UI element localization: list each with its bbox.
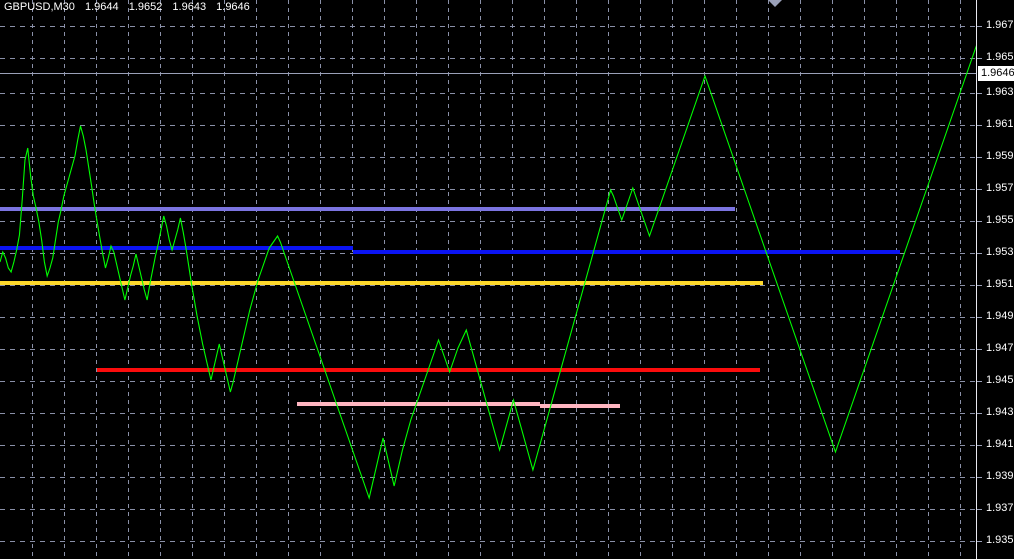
- blue-resistance-right[interactable]: [353, 250, 900, 254]
- price-axis-label: 1.9375: [986, 502, 1014, 514]
- ohlc-high: 1.9652: [128, 1, 163, 13]
- current-price-line: [0, 73, 977, 74]
- price-axis-label: 1.9635: [986, 86, 1014, 98]
- price-axis-tick: [977, 413, 982, 414]
- price-axis-label: 1.9615: [986, 118, 1014, 130]
- price-axis-tick: [977, 125, 982, 126]
- price-axis-tick: [977, 58, 982, 59]
- price-axis-tick: [977, 157, 982, 158]
- chart-plot-area[interactable]: [0, 0, 977, 559]
- price-axis-label: 1.9415: [986, 438, 1014, 450]
- price-axis-label: 1.9595: [986, 150, 1014, 162]
- price-axis-label: 1.9675: [986, 19, 1014, 31]
- price-axis-tick: [977, 93, 982, 94]
- current-price-badge: 1.9646: [978, 66, 1014, 81]
- price-axis-tick: [977, 349, 982, 350]
- price-axis-label: 1.9555: [986, 214, 1014, 226]
- pink-support-right[interactable]: [540, 404, 620, 408]
- price-line-series: [0, 0, 977, 559]
- price-axis-label: 1.9475: [986, 342, 1014, 354]
- ohlc-low: 1.9643: [172, 1, 207, 13]
- price-axis-label: 1.9395: [986, 470, 1014, 482]
- price-axis-tick: [977, 317, 982, 318]
- pink-support-left[interactable]: [297, 402, 540, 406]
- price-axis-tick: [977, 445, 982, 446]
- price-axis-label: 1.9495: [986, 310, 1014, 322]
- symbol-label: GBPUSD,M30: [4, 1, 75, 13]
- price-axis-tick: [977, 253, 982, 254]
- scroll-pointer-icon[interactable]: [768, 0, 782, 7]
- ohlc-open: 1.9644: [84, 1, 119, 13]
- price-axis-label: 1.9515: [986, 278, 1014, 290]
- yellow-pivot[interactable]: [0, 281, 763, 285]
- price-axis-tick: [977, 26, 982, 27]
- symbol-ohlc-bar: GBPUSD,M30 1.9644 1.9652 1.9643 1.9646: [4, 1, 250, 14]
- price-axis-label: 1.9575: [986, 182, 1014, 194]
- price-axis[interactable]: 1.9675 1.9655 1.9635 1.9615 1.9595 1.9575 1.95…: [976, 0, 1014, 559]
- ohlc-close: 1.9646: [216, 1, 250, 13]
- price-axis-tick: [977, 477, 982, 478]
- price-axis-tick: [977, 541, 982, 542]
- price-axis-tick: [977, 189, 982, 190]
- price-axis-label: 1.9435: [986, 406, 1014, 418]
- price-axis-label: 1.9355: [986, 534, 1014, 546]
- price-axis-tick: [977, 381, 982, 382]
- periwinkle-resistance[interactable]: [0, 207, 735, 211]
- price-axis-label: 1.9535: [986, 246, 1014, 258]
- price-axis-label: 1.9655: [986, 51, 1014, 63]
- price-axis-tick: [977, 285, 982, 286]
- blue-resistance-left[interactable]: [0, 246, 353, 250]
- price-axis-tick: [977, 221, 982, 222]
- price-axis-tick: [977, 509, 982, 510]
- price-axis-label: 1.9455: [986, 374, 1014, 386]
